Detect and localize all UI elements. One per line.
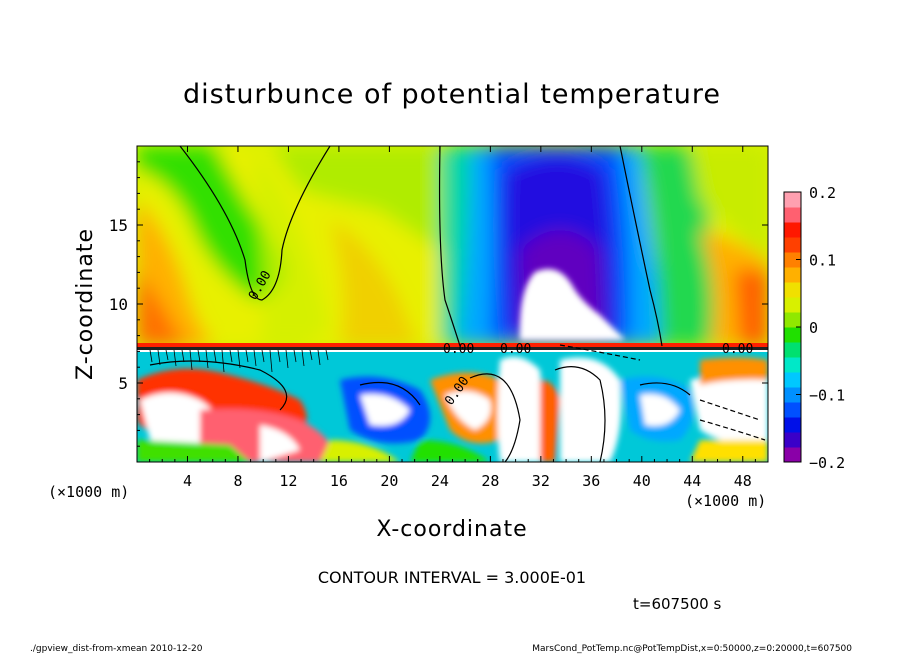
- x-tick-label: 24: [431, 472, 449, 490]
- plot-area: 0.00 0.00 0.00 0.00 0.00: [137, 146, 768, 462]
- x-tick-label: 8: [233, 472, 242, 490]
- colorbar-tick-label: 0.1: [809, 252, 836, 270]
- colorbar-swatch: [784, 282, 801, 298]
- x-tick-label: 12: [279, 472, 297, 490]
- colorbar-swatch: [784, 432, 801, 448]
- colorbar-swatch: [784, 402, 801, 418]
- colorbar-tick-label: 0: [809, 319, 818, 337]
- footer-right: MarsCond_PotTemp.nc@PotTempDist,x=0:5000…: [532, 644, 852, 654]
- colorbar-ticks: −0.2 −0.1 0 0.1 0.2: [796, 184, 845, 472]
- colorbar-swatch: [784, 357, 801, 373]
- x-tick-label: 48: [734, 472, 752, 490]
- x-tick-label: 32: [532, 472, 550, 490]
- contour-band: [149, 349, 329, 373]
- colorbar-swatch: [784, 327, 801, 343]
- colorbar-swatch: [784, 297, 801, 313]
- y-tick-label: 15: [109, 216, 128, 235]
- colorbar-swatch: [784, 267, 801, 283]
- x-tick-label: 20: [380, 472, 398, 490]
- colorbar-swatch: [784, 207, 801, 223]
- time-text: t=607500 s: [633, 595, 721, 613]
- white-plume: [519, 268, 625, 340]
- x-tick-label: 44: [683, 472, 701, 490]
- x-tick-label: 4: [183, 472, 192, 490]
- y-axis: 5 10 15: [109, 161, 768, 447]
- colorbar-swatch: [784, 417, 801, 433]
- x-tick-label: 40: [633, 472, 651, 490]
- colorbar-swatch: [784, 312, 801, 328]
- colorbar-tick-label: −0.2: [809, 454, 845, 472]
- chart-title: disturbunce of potential temperature: [183, 79, 721, 110]
- colorbar-swatch: [784, 342, 801, 358]
- footer-left: ./gpview_dist-from-xmean 2010-12-20: [30, 644, 203, 654]
- contour-lines: [149, 146, 766, 462]
- x-axis: 4 8 12 16 20 24 28 32 36 40 44 48: [149, 146, 756, 490]
- colorbar-tick-label: 0.2: [809, 184, 836, 202]
- contour-interval-text: CONTOUR INTERVAL = 3.000E-01: [318, 568, 586, 587]
- colorbar-swatch: [784, 237, 801, 253]
- colorbar-tick-label: −0.1: [809, 387, 845, 405]
- upper-field: [137, 146, 768, 346]
- y-tick-label: 10: [109, 295, 128, 314]
- x-unit-label-right: (×1000 m): [685, 492, 766, 510]
- colorbar-swatch: [784, 387, 801, 403]
- colorbar: [783, 191, 802, 463]
- colorbar-swatch: [784, 372, 801, 388]
- colorbar-swatch: [784, 192, 801, 208]
- contour-label: 0.00: [500, 342, 531, 357]
- x-tick-label: 36: [582, 472, 600, 490]
- x-axis-title: X-coordinate: [376, 517, 527, 542]
- colorbar-swatch: [784, 252, 801, 268]
- contour-label: 0.00: [722, 342, 753, 357]
- y-tick-label: 5: [118, 374, 128, 393]
- colorbar-swatch: [784, 447, 801, 463]
- colorbar-swatch: [784, 222, 801, 238]
- x-unit-label-left: (×1000 m): [48, 483, 129, 501]
- contour-label: 0.00: [443, 342, 474, 357]
- x-tick-label: 28: [481, 472, 499, 490]
- y-axis-title: Z-coordinate: [73, 228, 98, 380]
- lower-field: [137, 343, 768, 462]
- x-tick-label: 16: [330, 472, 348, 490]
